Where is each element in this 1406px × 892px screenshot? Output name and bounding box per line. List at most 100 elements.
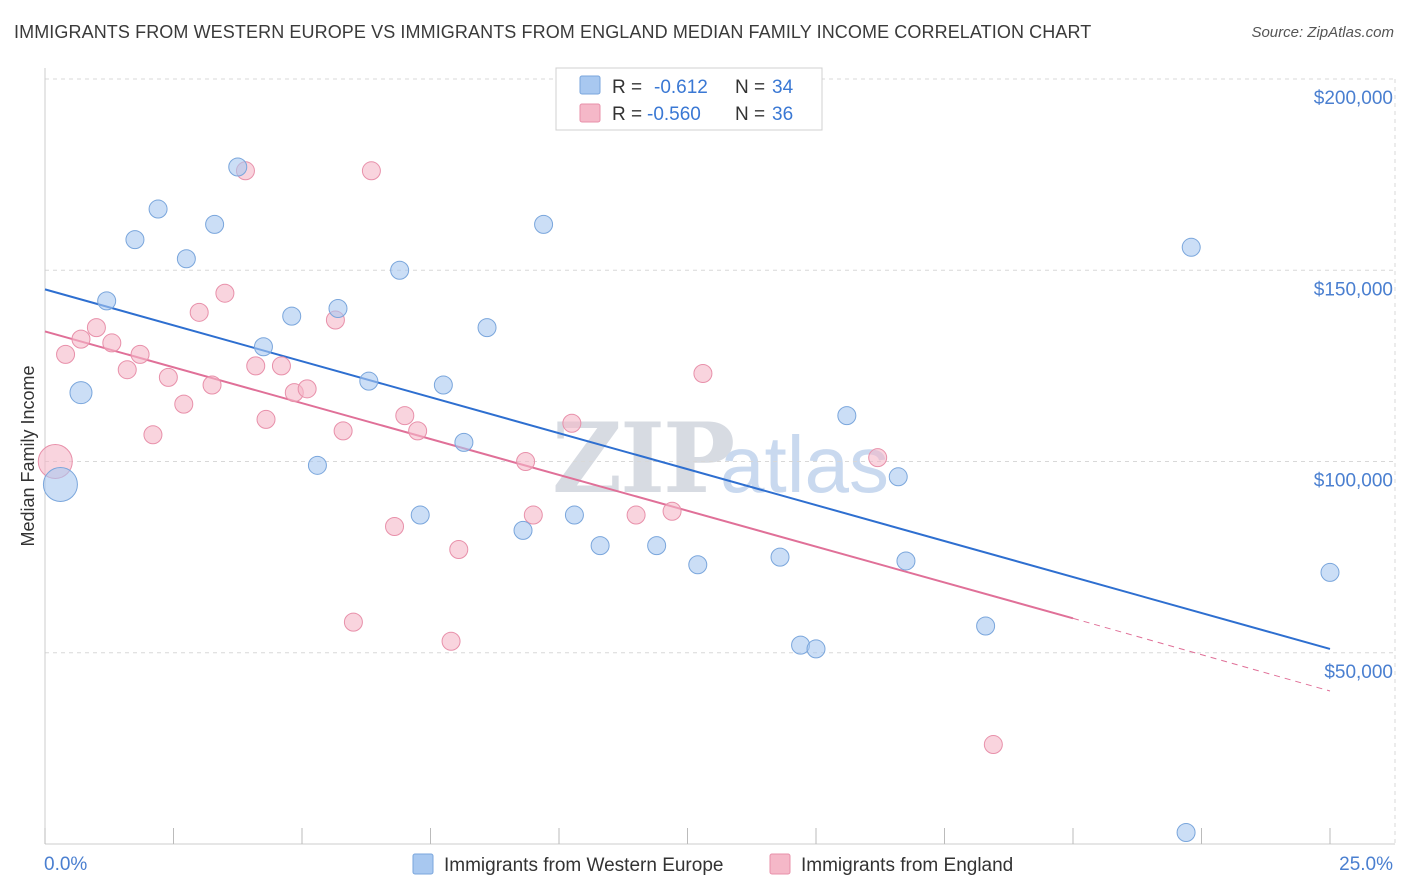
point-western-europe (176, 249, 196, 269)
point-england (102, 333, 122, 353)
point-england (626, 505, 646, 525)
legend-bottom-swatch-pink (769, 853, 791, 875)
x-tick-label-min: 0.0% (44, 854, 87, 875)
point-england (395, 406, 415, 426)
point-england (143, 425, 163, 445)
point-england (662, 501, 682, 521)
watermark-zip: ZIP (552, 402, 733, 515)
point-western-europe (253, 337, 273, 357)
point-western-europe (590, 536, 610, 556)
x-tick-label-max: 25.0% (1339, 854, 1393, 875)
trend-line-england-extrapolated (1072, 617, 1331, 692)
trend-line-england (44, 330, 1074, 620)
point-western-europe (69, 381, 93, 405)
point-england (202, 375, 222, 395)
point-england (297, 379, 317, 399)
point-england (523, 505, 543, 525)
point-england (215, 283, 235, 303)
correlation-legend: R = -0.612 N = 34 R = -0.560 N = 36 (555, 67, 823, 131)
point-western-europe (125, 230, 145, 250)
point-england (868, 448, 888, 468)
point-western-europe (976, 616, 996, 636)
series-legend: Immigrants from Western Europe Immigrant… (412, 853, 1013, 876)
chart-title: IMMIGRANTS FROM WESTERN EUROPE VS IMMIGR… (14, 22, 1092, 42)
point-western-europe (770, 547, 790, 567)
point-western-europe (307, 455, 327, 475)
legend-r-value-2: -0.560 (647, 104, 701, 125)
point-england (158, 367, 178, 387)
y-tick-label: $150,000 (1314, 279, 1393, 300)
y-tick-label: $50,000 (1324, 662, 1393, 683)
legend-swatch-blue (579, 75, 601, 95)
point-western-europe (534, 214, 554, 234)
point-western-europe (390, 260, 410, 280)
legend-bottom-label-2: Immigrants from England (801, 855, 1013, 876)
trend-line-western-europe (44, 288, 1331, 650)
point-western-europe (477, 318, 497, 338)
y-tick-labels: $50,000 $100,000 $150,000 $200,000 (1314, 88, 1393, 683)
y-tick-label: $200,000 (1314, 88, 1393, 109)
point-western-europe (837, 406, 857, 426)
point-western-europe (454, 432, 474, 452)
point-western-europe (1181, 237, 1201, 257)
legend-r-label-1: R = (612, 77, 642, 98)
point-england (271, 356, 291, 376)
point-western-europe (328, 299, 348, 318)
point-western-europe (1176, 823, 1196, 843)
point-england (71, 329, 91, 349)
y-axis-label: Median Family Income (18, 365, 38, 546)
point-western-europe (42, 466, 78, 502)
point-england (246, 356, 266, 376)
point-england (343, 612, 363, 632)
point-western-europe (647, 536, 667, 556)
point-western-europe (688, 555, 708, 575)
gridlines (45, 78, 1396, 844)
legend-bottom-label-1: Immigrants from Western Europe (444, 855, 723, 876)
watermark-atlas: atlas (720, 420, 889, 509)
point-england (256, 409, 276, 429)
legend-r-label-2: R = (612, 104, 642, 125)
point-england (441, 631, 461, 651)
y-tick-label: $100,000 (1314, 471, 1393, 492)
point-western-europe (564, 505, 584, 525)
point-england (516, 452, 536, 471)
data-points (37, 157, 1340, 843)
point-western-europe (513, 520, 533, 540)
point-england (361, 161, 381, 181)
point-england (449, 539, 469, 559)
x-tick-labels: 0.0% 25.0% (44, 854, 1393, 875)
point-western-europe (359, 371, 379, 391)
legend-bottom-swatch-blue (412, 853, 434, 875)
point-england (189, 302, 209, 322)
point-western-europe (228, 157, 248, 177)
legend-r-value-1: -0.612 (654, 77, 708, 98)
point-england (983, 735, 1003, 755)
point-england (333, 421, 353, 441)
point-western-europe (896, 551, 916, 571)
point-western-europe (433, 375, 453, 395)
point-england (562, 413, 582, 433)
legend-n-value-1: 34 (772, 77, 794, 98)
point-england (408, 421, 428, 441)
point-england (693, 364, 713, 384)
point-england (86, 318, 106, 338)
point-england (385, 517, 405, 537)
point-western-europe (282, 306, 302, 326)
point-western-europe (148, 199, 168, 219)
legend-n-label-1: N = (735, 77, 765, 98)
point-england (174, 394, 194, 414)
legend-n-label-2: N = (735, 104, 765, 125)
watermark: ZIP atlas (552, 402, 889, 515)
point-western-europe (888, 467, 908, 487)
point-england (56, 344, 76, 364)
point-western-europe (806, 639, 826, 659)
point-western-europe (97, 291, 117, 311)
point-western-europe (410, 505, 430, 525)
point-western-europe (205, 214, 225, 234)
point-western-europe (1320, 562, 1340, 582)
point-england (130, 344, 150, 364)
legend-swatch-pink (579, 103, 601, 123)
source-label: Source: ZipAtlas.com (1251, 24, 1394, 41)
point-england (117, 360, 137, 380)
